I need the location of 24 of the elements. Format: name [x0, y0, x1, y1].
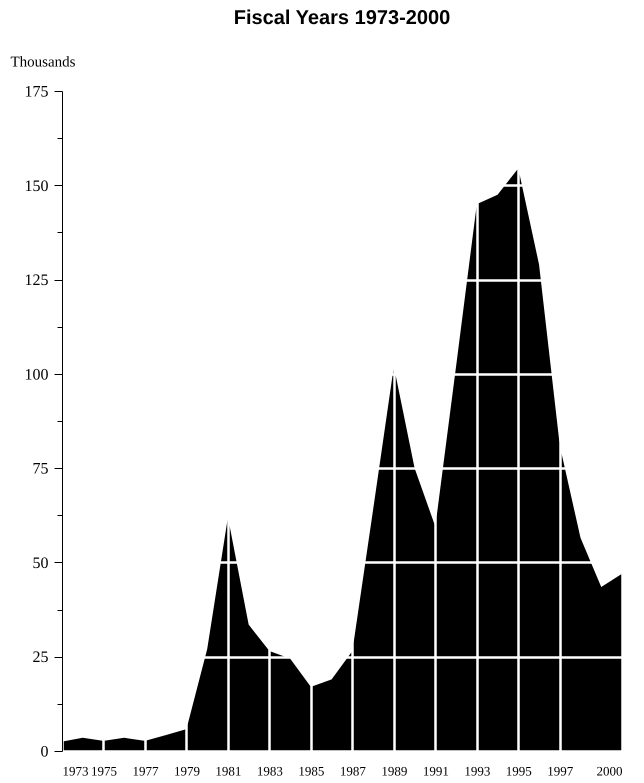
- chart-title: Fiscal Years 1973-2000: [234, 7, 450, 29]
- x-tick-label: 1987: [340, 764, 366, 778]
- x-tick-label: 1993: [464, 764, 490, 778]
- x-tick-label: 1981: [215, 764, 242, 778]
- x-tick-label: 1989: [381, 764, 408, 778]
- x-tick-label: 1973: [62, 764, 88, 778]
- x-tick-label: 1997: [547, 764, 574, 778]
- y-tick-label: 125: [24, 272, 48, 290]
- y-tick-label: 150: [24, 178, 48, 195]
- y-tick-label: 0: [40, 744, 48, 760]
- y-tick-label: 175: [24, 84, 48, 100]
- y-tick-label: 100: [24, 366, 48, 384]
- x-tick-label: 1977: [132, 764, 159, 778]
- x-tick-label: 1979: [174, 764, 200, 778]
- x-tick-label: 1983: [256, 764, 283, 778]
- x-tick-label: 1991: [422, 764, 449, 778]
- x-tick-label: 1995: [506, 764, 532, 778]
- y-tick-label: 25: [32, 649, 48, 666]
- y-tick-label: 50: [32, 554, 48, 572]
- x-tick-label: 1985: [298, 764, 324, 778]
- x-tick-label: 2000: [596, 764, 622, 778]
- y-axis-title: Thousands: [10, 54, 76, 70]
- x-tick-label: 1975: [90, 764, 117, 778]
- y-tick-label: 75: [32, 460, 48, 478]
